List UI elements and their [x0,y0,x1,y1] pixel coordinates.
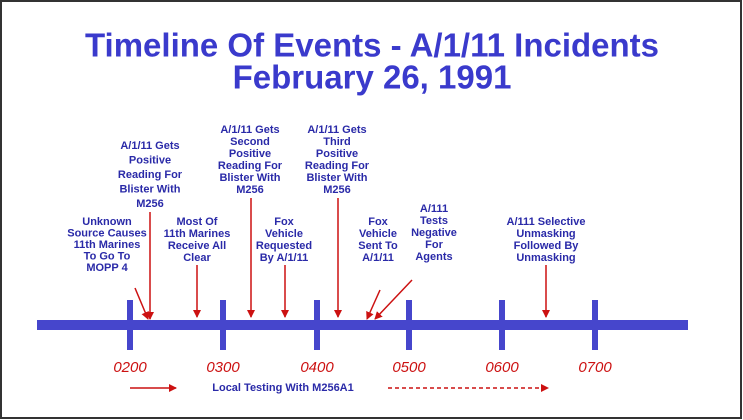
tick-mark [499,300,505,350]
event-label: Positive [229,148,271,160]
event-label: Sent To [358,240,398,252]
event-label: For [425,239,443,251]
event-label: A/1/11 Gets [120,140,179,152]
event-arrow [134,287,149,320]
event-label: Tests [420,215,448,227]
tick-label: 0500 [392,359,426,376]
event-label: Requested [256,240,312,252]
event-label: Reading For [218,160,283,172]
title-line: February 26, 1991 [233,59,512,96]
event-label: Source Causes [67,227,146,239]
event-label: Positive [129,154,171,166]
event-label: Positive [316,148,358,160]
event-label: Negative [411,227,457,239]
event-label: Unmasking [516,228,575,240]
tick-label: 0400 [300,359,334,376]
event-label: A/1/11 Gets [220,124,279,136]
event-label: Most Of [177,216,218,228]
event-label: Clear [183,252,211,264]
event-label: Receive All [168,240,226,252]
event-label: 11th Marines [74,239,141,251]
event-label: By A/1/11 [260,252,309,264]
tick-mark [127,300,133,350]
event-label: Second [230,136,270,148]
event-label: Third [323,136,351,148]
footer-note: Local Testing With M256A1 [212,382,354,394]
tick-label: 0600 [485,359,519,376]
tick-mark [220,300,226,350]
event-label: Blister With [306,172,367,184]
event-label: Blister With [119,183,180,195]
event-arrow [366,289,381,320]
tick-mark [592,300,598,350]
event-label: To Go To [84,250,131,262]
event-label: Vehicle [359,228,397,240]
event-label: Reading For [118,169,183,181]
timeline-bar [37,320,688,330]
event-label: Unmasking [516,252,575,264]
event-label: Unknown [82,216,132,228]
event-label: Reading For [305,160,370,172]
event-label: A/111 [420,203,448,215]
event-label: Followed By [514,240,580,252]
tick-mark [314,300,320,350]
event-label: A/111 Selective [507,216,586,228]
title-line: Timeline Of Events - A/1/11 Incidents [85,27,659,64]
tick-label: 0300 [206,359,240,376]
event-label: M256 [236,184,264,196]
event-label: Blister With [219,172,280,184]
event-label: A/1/11 [362,252,394,264]
event-arrow [374,279,413,320]
event-label: Fox [368,216,388,228]
event-label: Vehicle [265,228,303,240]
tick-label: 0200 [113,359,147,376]
event-label: Agents [415,251,452,263]
event-label: 11th Marines [164,228,231,240]
event-label: M256 [136,198,164,210]
event-label: M256 [323,184,351,196]
event-label: MOPP 4 [86,262,128,274]
event-label: A/1/11 Gets [307,124,366,136]
tick-mark [406,300,412,350]
event-label: Fox [274,216,294,228]
tick-label: 0700 [578,359,612,376]
